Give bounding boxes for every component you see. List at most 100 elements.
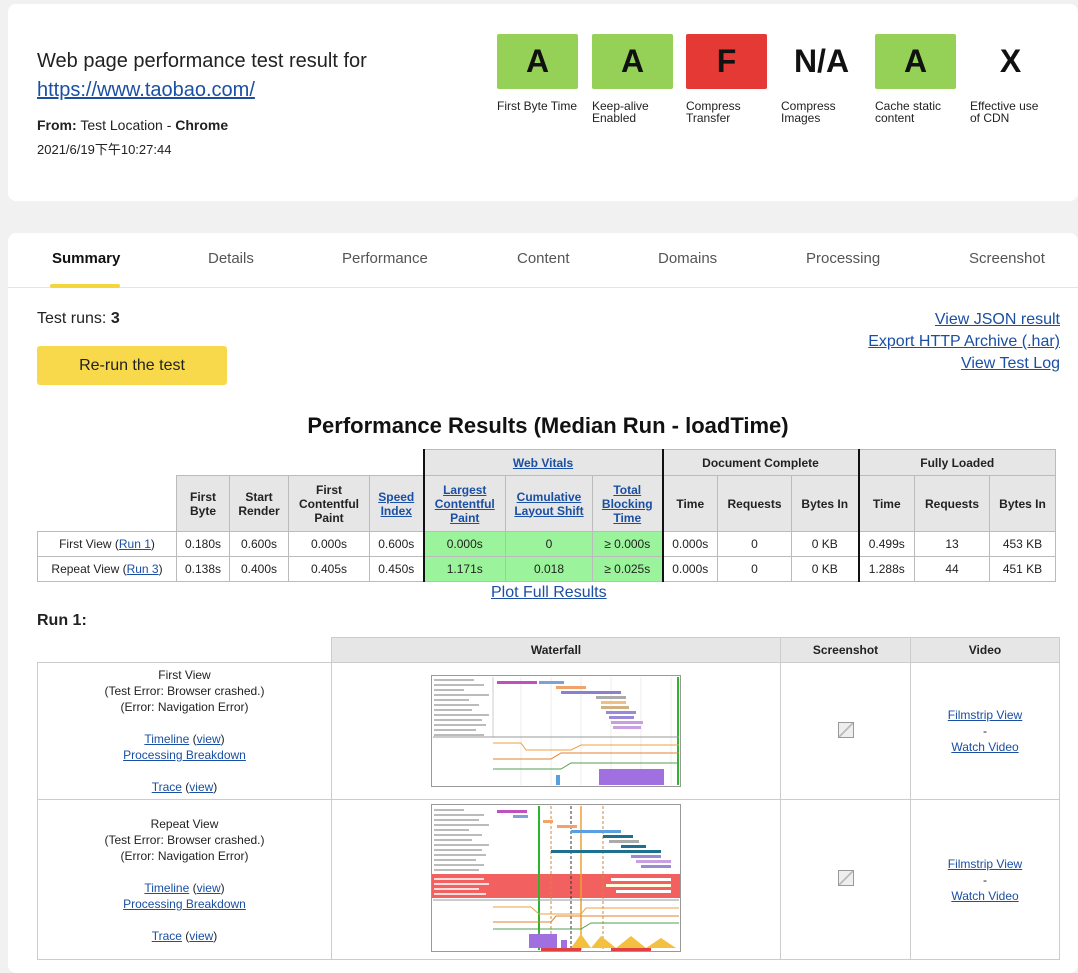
rerun-test-button[interactable]: Re-run the test (37, 346, 227, 385)
repeat-view-video-cell: Filmstrip View - Watch Video (910, 799, 1060, 960)
results-panel: Summary Details Performance Content Doma… (8, 233, 1078, 973)
repeat-view-info: Repeat View (Test Error: Browser crashed… (37, 799, 332, 960)
view-test-log-link[interactable]: View Test Log (960, 355, 1060, 372)
tab-performance[interactable]: Performance (342, 250, 428, 267)
watch-video-link[interactable]: Watch Video (951, 740, 1019, 754)
table-row: Repeat View (Run 3) 0.138s 0.400s 0.405s… (37, 556, 1056, 582)
waterfall-thumbnail[interactable] (431, 804, 681, 952)
grade-label: First Byte Time (497, 99, 578, 113)
timeline-view-link[interactable]: view (196, 732, 221, 746)
col-dc-time: Time (662, 475, 718, 532)
result-header: Web page performance test result for htt… (8, 4, 1078, 201)
row-label: Repeat View (Run 3) (37, 556, 177, 582)
col-dc-requests: Requests (717, 475, 792, 532)
table-row: First View (Run 1) 0.180s 0.600s 0.000s … (37, 531, 1056, 557)
trace-link[interactable]: Trace (151, 929, 182, 943)
result-links: View JSON result Export HTTP Archive (.h… (868, 309, 1060, 375)
plot-full-results-link[interactable]: Plot Full Results (491, 584, 607, 601)
timeline-link[interactable]: Timeline (144, 732, 190, 746)
grade-label: Effective use of CDN (970, 99, 1039, 125)
grade-label: Compress Images (781, 99, 836, 125)
waterfall-header: Waterfall (331, 637, 781, 663)
first-view-screenshot-cell (780, 662, 911, 800)
col-speed-index: Speed Index (369, 475, 424, 532)
browser-name: Chrome (175, 117, 229, 133)
tab-summary[interactable]: Summary (52, 250, 121, 267)
trace-view-link[interactable]: view (189, 929, 214, 943)
test-location: From: Test Location - Chrome (37, 117, 229, 133)
col-dc-bytes: Bytes In (791, 475, 860, 532)
web-vitals-header: Web Vitals (422, 449, 664, 476)
export-har-link[interactable]: Export HTTP Archive (.har) (868, 333, 1060, 350)
grade-label: Keep-alive Enabled (592, 99, 649, 125)
col-fl-requests: Requests (914, 475, 990, 532)
grade-label: Cache static content (875, 99, 942, 125)
tab-bar: Summary Details Performance Content Doma… (8, 233, 1078, 288)
grade-cache-static[interactable]: A Cache static content (875, 34, 957, 124)
tab-content[interactable]: Content (517, 250, 570, 267)
tab-domains[interactable]: Domains (658, 250, 718, 267)
grade-cdn[interactable]: X Effective use of CDN (970, 34, 1052, 124)
col-cls: Cumulative Layout Shift (505, 475, 593, 532)
grade-box: A (592, 34, 673, 89)
trace-link[interactable]: Trace (151, 780, 182, 794)
page-title: Web page performance test result for (37, 50, 367, 72)
performance-results-title: Performance Results (Median Run - loadTi… (307, 413, 789, 438)
screenshot-header: Screenshot (780, 637, 911, 663)
grade-label: Compress Transfer (686, 99, 741, 125)
tested-url-link[interactable]: https://www.taobao.com/ (37, 79, 255, 101)
timeline-view-link[interactable]: view (196, 881, 221, 895)
repeat-view-row: Repeat View (Test Error: Browser crashed… (37, 799, 1060, 960)
location-name: Test Location (80, 117, 163, 133)
grade-box: A (497, 34, 578, 89)
waterfall-thumbnail[interactable] (431, 675, 681, 787)
grade-keep-alive[interactable]: A Keep-alive Enabled (592, 34, 674, 124)
tab-details[interactable]: Details (208, 250, 254, 267)
repeat-view-screenshot-cell (780, 799, 911, 960)
first-view-info: First View (Test Error: Browser crashed.… (37, 662, 332, 800)
filmstrip-view-link[interactable]: Filmstrip View (947, 708, 1023, 722)
first-view-row: First View (Test Error: Browser crashed.… (37, 662, 1060, 800)
processing-breakdown-link[interactable]: Processing Breakdown (123, 897, 246, 911)
view-json-link[interactable]: View JSON result (934, 311, 1060, 328)
broken-image-icon[interactable] (837, 870, 854, 886)
from-label: From: (37, 117, 77, 133)
col-fl-bytes: Bytes In (989, 475, 1056, 532)
grade-box: A (875, 34, 956, 89)
test-runs-count: Test runs: 3 (37, 310, 120, 327)
video-header: Video (910, 637, 1060, 663)
timeline-link[interactable]: Timeline (144, 881, 190, 895)
active-tab-indicator (50, 284, 120, 288)
broken-image-icon[interactable] (837, 721, 854, 738)
grade-compress-transfer[interactable]: F Compress Transfer (686, 34, 768, 124)
col-fcp: First Contentful Paint (288, 475, 370, 532)
document-complete-header: Document Complete (662, 449, 860, 476)
grade-compress-images[interactable]: N/A Compress Images (781, 34, 863, 124)
col-tbt: Total Blocking Time (592, 475, 664, 532)
col-lcp: Largest Contentful Paint (422, 475, 506, 532)
first-view-waterfall[interactable] (331, 662, 781, 800)
col-first-byte: First Byte (176, 475, 230, 532)
run-link[interactable]: Run 1 (118, 537, 151, 551)
filmstrip-view-link[interactable]: Filmstrip View (947, 856, 1023, 871)
performance-results-table: Web Vitals Document Complete Fully Loade… (37, 449, 1056, 582)
grade-box: X (999, 43, 1022, 79)
processing-breakdown-link[interactable]: Processing Breakdown (123, 748, 246, 762)
test-date: 2021/6/19下午10:27:44 (37, 142, 172, 157)
grade-box: N/A (793, 43, 850, 79)
run-link[interactable]: Run 3 (126, 562, 159, 576)
web-vitals-link[interactable]: Web Vitals (512, 455, 574, 470)
first-view-video-cell: Filmstrip View - Watch Video (910, 662, 1060, 800)
trace-view-link[interactable]: view (189, 780, 214, 794)
fully-loaded-header: Fully Loaded (858, 449, 1056, 476)
watch-video-link[interactable]: Watch Video (951, 888, 1019, 903)
run-1-title: Run 1: (37, 612, 87, 629)
tab-processing[interactable]: Processing (806, 250, 881, 267)
repeat-view-waterfall[interactable] (331, 799, 781, 960)
row-label: First View (Run 1) (37, 531, 177, 557)
col-fl-time: Time (858, 475, 915, 532)
grade-box: F (686, 34, 767, 89)
tab-screenshot[interactable]: Screenshot (969, 250, 1045, 267)
grade-first-byte[interactable]: A First Byte Time (497, 34, 579, 112)
run-1-table: Waterfall Screenshot Video First View (T… (37, 637, 1060, 960)
